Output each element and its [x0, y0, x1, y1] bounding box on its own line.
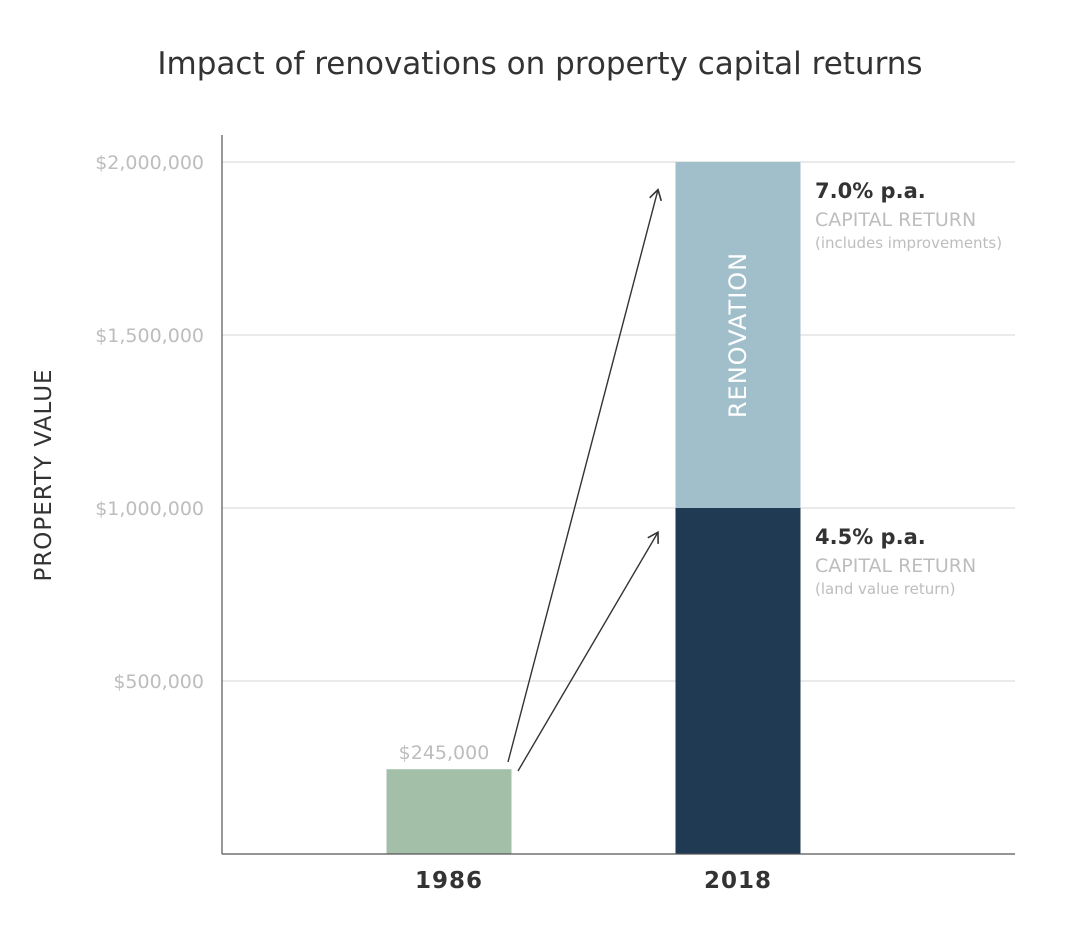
annotation-note: (land value return) — [815, 580, 955, 598]
bar-value-label: $245,000 — [399, 742, 490, 764]
axes — [221, 135, 1015, 855]
bar-segment-label: RENOVATION — [724, 252, 752, 418]
labels: $500,000 $1,000,000 $1,500,000 $2,000,000 19… — [95, 152, 772, 894]
growth-arrow — [507, 188, 663, 763]
annotation-note: (includes improvements) — [815, 234, 1002, 252]
annotations: 7.0% p.a. CAPITAL RETURN (includes improve… — [815, 179, 1002, 598]
arrows — [507, 188, 663, 772]
annotation-rate: 4.5% p.a. — [815, 525, 926, 549]
annotation-label: CAPITAL RETURN — [815, 555, 976, 577]
x-tick-label: 2018 — [704, 868, 772, 894]
y-tick-label: $1,000,000 — [95, 498, 204, 520]
annotation-label: CAPITAL RETURN — [815, 209, 976, 231]
y-axis-label: PROPERTY VALUE — [31, 368, 57, 581]
bar-segment — [675, 162, 801, 508]
bars — [386, 162, 801, 854]
y-tick-label: $500,000 — [113, 671, 204, 693]
growth-arrow — [517, 530, 659, 772]
x-tick-label: 1986 — [415, 868, 483, 894]
y-tick-label: $2,000,000 — [95, 152, 204, 174]
annotation-rate: 7.0% p.a. — [815, 179, 926, 203]
gridlines — [222, 161, 1015, 682]
y-tick-label: $1,500,000 — [95, 325, 204, 347]
chart-title: Impact of renovations on property capita… — [157, 46, 922, 82]
bar-segment — [675, 508, 801, 854]
bar-segment — [386, 769, 512, 854]
